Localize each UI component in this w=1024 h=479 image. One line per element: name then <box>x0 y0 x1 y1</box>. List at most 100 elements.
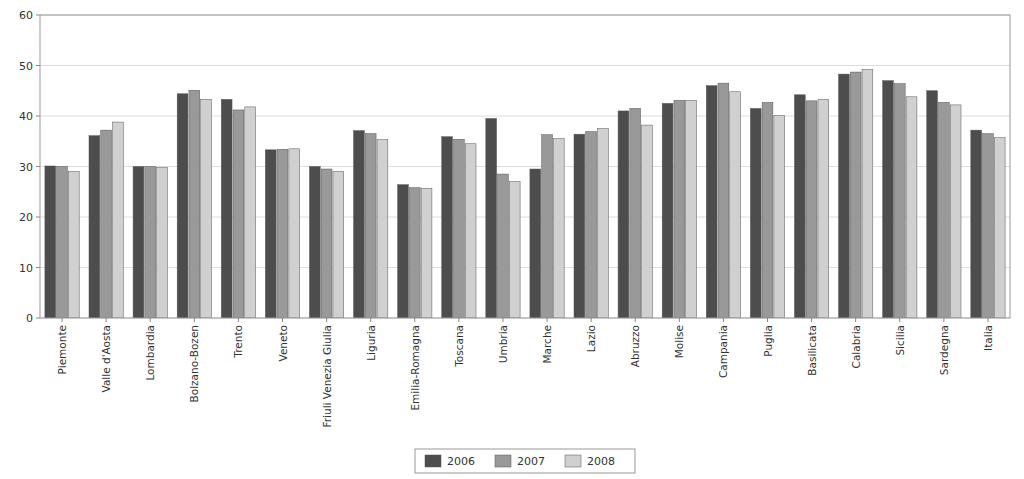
x-tick <box>987 318 988 322</box>
bar <box>938 102 949 318</box>
bar <box>365 134 376 318</box>
x-tick <box>811 318 812 322</box>
x-tick <box>635 318 636 322</box>
bar <box>321 169 332 318</box>
bar <box>750 108 761 318</box>
bar <box>421 188 432 318</box>
x-tick <box>370 318 371 322</box>
bar <box>950 105 961 318</box>
bar <box>542 135 553 318</box>
bar <box>883 81 894 318</box>
y-axis: 0102030405060 <box>19 9 40 325</box>
legend-label: 2007 <box>517 455 545 468</box>
x-tick-label: Sardegna <box>938 325 950 375</box>
legend-frame <box>415 449 635 473</box>
bar <box>233 110 244 318</box>
y-tick-label: 10 <box>19 262 33 275</box>
x-tick-label: Lombardia <box>144 325 156 381</box>
bar <box>706 86 717 318</box>
x-tick <box>282 318 283 322</box>
bar <box>994 138 1005 318</box>
bar <box>57 167 68 319</box>
chart: 0102030405060PiemonteValle d'AostaLombar… <box>0 0 1024 479</box>
bar <box>618 111 629 318</box>
x-tick <box>855 318 856 322</box>
x-tick <box>547 318 548 322</box>
bar <box>157 168 168 318</box>
x-tick-label: Emilia-Romagna <box>409 325 421 411</box>
x-tick-label: Umbria <box>497 325 509 363</box>
y-tick <box>36 217 40 218</box>
y-tick <box>36 267 40 268</box>
x-axis: PiemonteValle d'AostaLombardiaBolzano-Bo… <box>56 318 994 427</box>
bar <box>642 125 653 318</box>
bar <box>586 132 597 318</box>
bar <box>409 188 420 318</box>
bar <box>818 99 829 318</box>
x-tick <box>62 318 63 322</box>
y-tick <box>36 65 40 66</box>
bar <box>101 130 112 318</box>
legend-label: 2006 <box>447 455 475 468</box>
x-tick-label: Italia <box>982 325 994 351</box>
bar <box>354 131 365 318</box>
bar <box>530 169 541 318</box>
y-grid <box>40 15 1010 318</box>
x-tick-label: Calabria <box>850 325 862 368</box>
plot-frame <box>40 15 1010 318</box>
y-tick <box>36 318 40 319</box>
x-tick-label: Trento <box>232 325 244 359</box>
bar <box>718 83 729 318</box>
bar <box>762 102 773 318</box>
x-tick-label: Molise <box>673 325 685 358</box>
x-tick-label: Liguria <box>365 325 377 361</box>
bar <box>862 70 873 318</box>
x-tick <box>679 318 680 322</box>
y-tick-label: 0 <box>26 312 33 325</box>
x-tick <box>723 318 724 322</box>
bar <box>201 99 212 318</box>
bar <box>113 122 124 318</box>
x-tick <box>326 318 327 322</box>
bar <box>906 97 917 318</box>
legend-label: 2008 <box>587 455 615 468</box>
x-tick-label: Bolzano-Bozen <box>188 325 200 402</box>
x-tick <box>194 318 195 322</box>
bar <box>145 167 156 319</box>
bar <box>971 130 982 318</box>
bar <box>574 134 585 318</box>
y-tick <box>36 15 40 16</box>
bar <box>850 72 861 318</box>
bar <box>68 172 79 318</box>
x-tick <box>943 318 944 322</box>
bar <box>277 149 288 318</box>
x-tick <box>150 318 151 322</box>
bar <box>686 100 697 318</box>
x-tick-label: Valle d'Aosta <box>100 325 112 392</box>
x-tick <box>458 318 459 322</box>
bar <box>333 172 344 318</box>
bar <box>453 139 464 318</box>
bars <box>45 70 1005 318</box>
x-tick-label: Veneto <box>277 325 289 361</box>
bar <box>662 103 673 318</box>
x-tick <box>767 318 768 322</box>
bar <box>265 150 276 318</box>
bar <box>309 167 320 319</box>
bar <box>289 149 300 318</box>
y-tick-label: 40 <box>19 110 33 123</box>
bar <box>442 137 453 318</box>
bar <box>983 134 994 318</box>
x-tick-label: Basilicata <box>806 325 818 376</box>
y-tick-label: 60 <box>19 9 33 22</box>
bar <box>245 107 256 318</box>
bar <box>509 182 520 318</box>
x-tick <box>414 318 415 322</box>
bar <box>189 90 200 318</box>
x-tick <box>899 318 900 322</box>
x-tick <box>591 318 592 322</box>
bar <box>630 108 641 318</box>
y-tick-label: 20 <box>19 211 33 224</box>
x-tick <box>238 318 239 322</box>
x-tick-label: Puglia <box>762 325 774 357</box>
